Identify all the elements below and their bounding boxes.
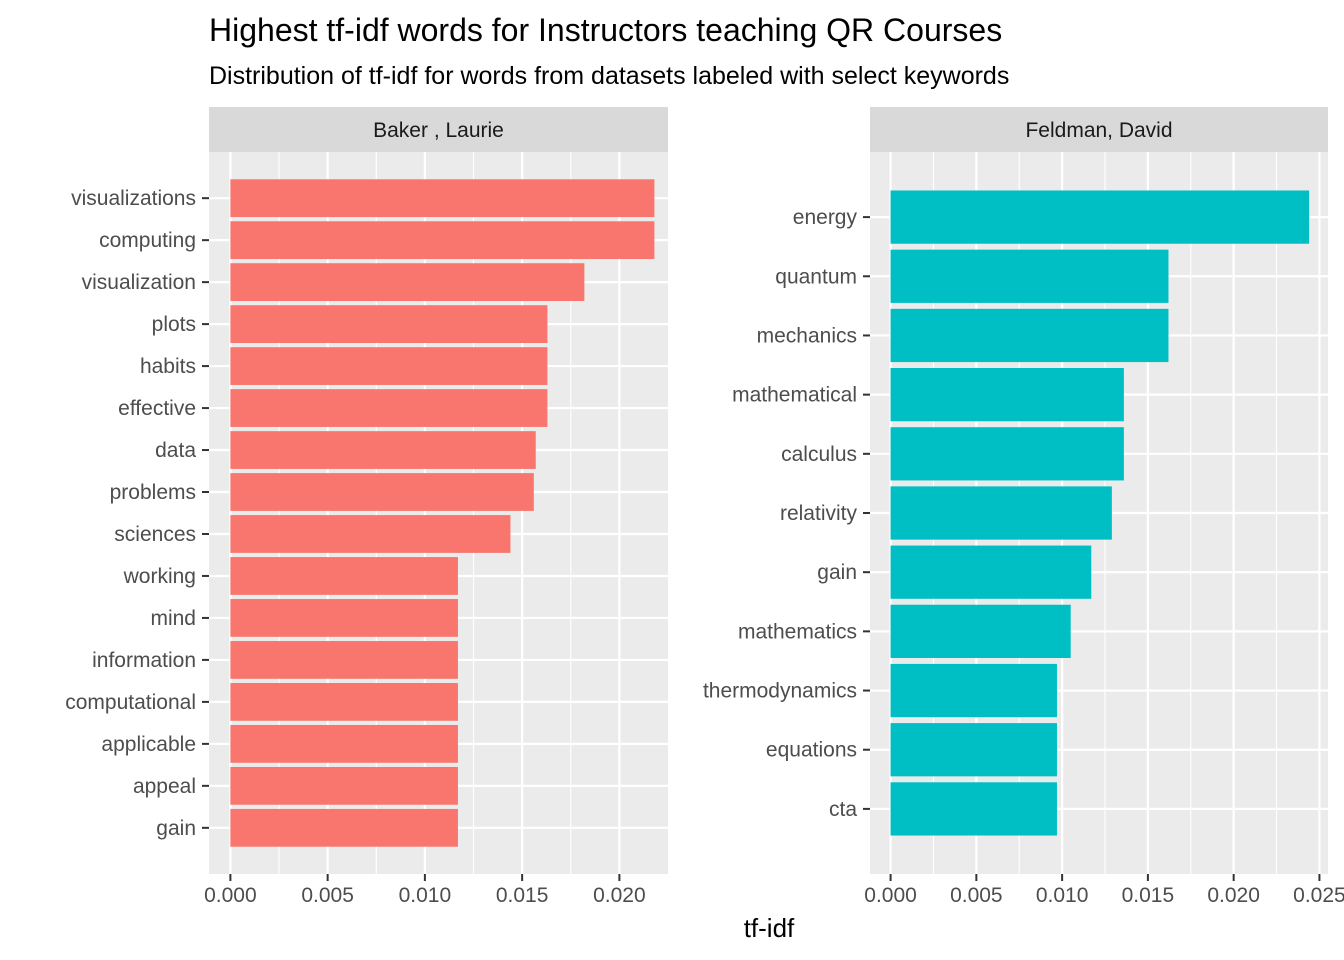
chart-subtitle: Distribution of tf-idf for words from da…: [209, 62, 1009, 90]
y-tick-label: problems: [110, 481, 196, 504]
y-tick-label: mathematical: [732, 384, 857, 407]
bar-quantum: [890, 249, 1169, 303]
bar-visualizations: [230, 179, 655, 218]
facet-strip: [209, 107, 668, 152]
facet-strip-label: Feldman, David: [1025, 119, 1172, 142]
y-tick-label: quantum: [775, 265, 857, 288]
bar-mind: [230, 599, 458, 637]
y-tick-label: visualization: [82, 271, 196, 294]
y-tick-label: applicable: [101, 733, 196, 756]
bar-sciences: [230, 515, 511, 553]
bar-applicable: [230, 724, 458, 763]
y-tick-label: energy: [793, 206, 858, 229]
facet-strip-label: Baker , Laurie: [373, 119, 504, 142]
y-tick-label: gain: [817, 561, 857, 584]
panel-background: [209, 152, 668, 874]
x-tick-label: 0.000: [864, 884, 917, 907]
y-tick-label: working: [123, 565, 196, 588]
bar-habits: [230, 347, 548, 385]
bar-calculus: [890, 427, 1124, 481]
y-tick-label: habits: [140, 355, 196, 378]
x-axis-title: tf-idf: [744, 913, 795, 943]
bar-visualization: [230, 263, 585, 302]
x-tick-label: 0.020: [1207, 884, 1260, 907]
bar-mathematics: [890, 604, 1071, 658]
x-tick-label: 0.015: [496, 884, 549, 907]
bar-energy: [890, 190, 1310, 244]
x-tick-label: 0.005: [301, 884, 354, 907]
bar-computational: [230, 683, 458, 721]
bar-effective: [230, 389, 548, 427]
y-tick-label: effective: [118, 397, 196, 420]
x-tick-label: 0.005: [950, 884, 1003, 907]
y-tick-label: thermodynamics: [703, 680, 857, 703]
y-tick-label: mind: [150, 607, 196, 630]
bar-equations: [890, 723, 1057, 777]
x-tick-label: 0.000: [204, 884, 257, 907]
facet-2: Feldman, David energy quantum mechanics math…: [703, 107, 1344, 907]
x-tick-label: 0.015: [1122, 884, 1175, 907]
facet-strip: [870, 107, 1328, 152]
y-tick-label: computational: [65, 691, 196, 714]
y-tick-label: equations: [766, 739, 857, 762]
chart-title: Highest tf-idf words for Instructors tea…: [209, 12, 1002, 48]
y-tick-label: information: [92, 649, 196, 672]
bar-mechanics: [890, 308, 1169, 363]
bar-gain: [230, 808, 458, 847]
x-tick-label: 0.010: [1036, 884, 1089, 907]
y-tick-label: data: [155, 439, 196, 462]
bar-data: [230, 431, 536, 469]
y-tick-label: calculus: [781, 443, 857, 466]
y-tick-label: cta: [829, 798, 857, 821]
y-tick-label: plots: [152, 313, 196, 336]
bar-thermodynamics: [890, 663, 1057, 718]
y-tick-label: visualizations: [71, 187, 196, 210]
x-tick-label: 0.010: [399, 884, 452, 907]
facet-1: Baker , Laurie visualizations computing vis…: [65, 107, 668, 907]
bar-computing: [230, 221, 655, 260]
bar-problems: [230, 473, 534, 511]
bar-cta: [890, 782, 1057, 836]
bar-gain: [890, 545, 1092, 599]
y-tick-label: appeal: [133, 775, 196, 798]
bar-appeal: [230, 766, 458, 805]
facet-panels: Baker , Laurie visualizations computing vis…: [65, 107, 1344, 907]
bar-plots: [230, 305, 548, 343]
y-tick-label: relativity: [780, 502, 858, 525]
y-tick-label: mechanics: [757, 324, 857, 347]
bar-mathematical: [890, 368, 1124, 422]
bar-information: [230, 641, 458, 679]
bar-relativity: [890, 486, 1112, 540]
y-tick-label: gain: [156, 817, 196, 840]
bar-working: [230, 557, 458, 595]
y-tick-label: mathematics: [738, 620, 857, 643]
y-tick-label: computing: [99, 229, 196, 252]
x-tick-label: 0.025: [1293, 884, 1344, 907]
x-tick-label: 0.020: [593, 884, 646, 907]
y-tick-label: sciences: [114, 523, 196, 546]
